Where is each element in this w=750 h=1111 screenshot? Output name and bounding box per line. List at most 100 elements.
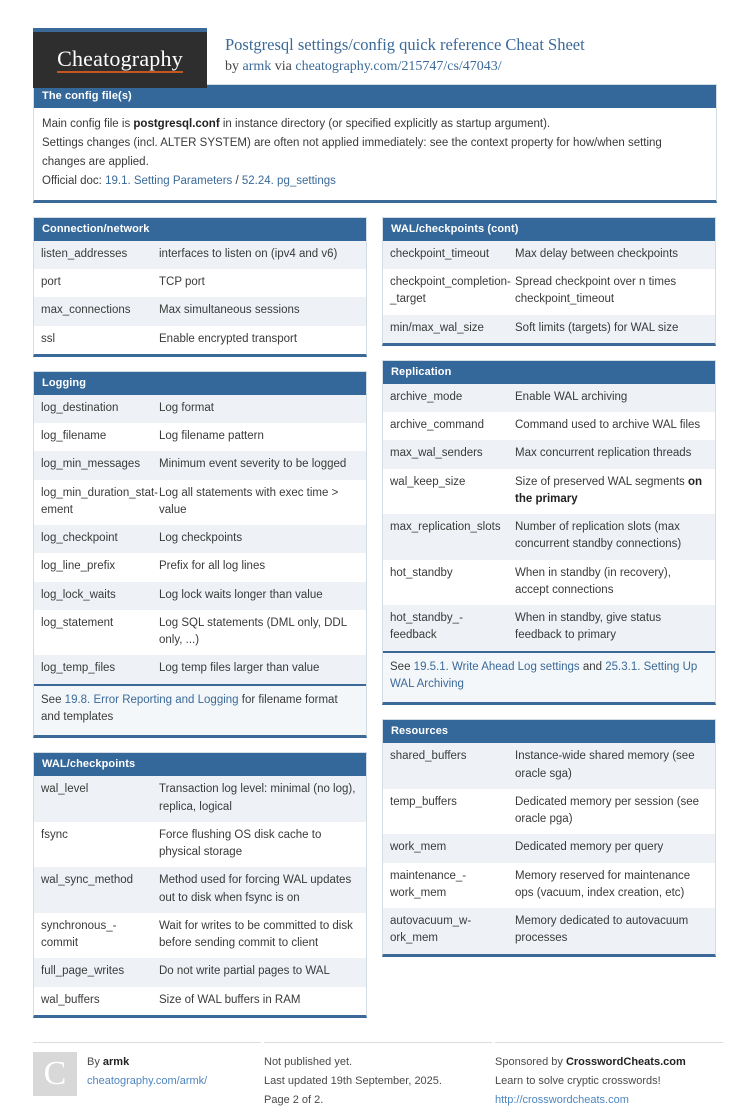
setting-name: shared_buffers bbox=[383, 743, 508, 789]
table-row: wal_buffers Size of WAL buffers in RAM bbox=[34, 986, 366, 1015]
table-row: log_temp_files Log temp files larger than… bbox=[34, 655, 366, 684]
byline-author[interactable]: armk bbox=[242, 58, 272, 74]
note-separator: and bbox=[579, 660, 606, 673]
setting-name: fsync bbox=[34, 821, 152, 868]
table-row: wal_sync_m­ethod Method used for forcing … bbox=[34, 867, 366, 913]
setting-name: archive_co­mmand bbox=[383, 412, 508, 441]
table-row: autovacuum_w­ork_mem Memory dedicated to … bbox=[383, 908, 715, 954]
doc-link-error-reporting[interactable]: 19.8. Error Reporting and Logging bbox=[64, 693, 239, 706]
setting-name: temp_buffers bbox=[383, 788, 508, 835]
doc-link-wal-archiving[interactable]: 25.3.1. Setting Up WAL Archiving bbox=[390, 660, 698, 691]
replication-note: See 19.5.1. Write Ahead Log settings and… bbox=[383, 650, 715, 703]
table-row: archive_co­mmand Command used to archive … bbox=[383, 412, 715, 441]
left-column: Connection/network listen_addresses inter… bbox=[33, 216, 367, 1032]
footer-author-profile-link[interactable]: cheatography.com/armk/ bbox=[87, 1075, 208, 1087]
source-url-link[interactable]: cheatography.com/215747/cs/47043/ bbox=[295, 58, 502, 74]
wal-checkpoints-cont-card: WAL/checkpoints (cont) checkpoint_timeou… bbox=[382, 216, 716, 346]
publish-status: Not published yet. bbox=[264, 1055, 353, 1068]
setting-desc: Max delay between checkpoints bbox=[508, 240, 715, 270]
wal-checkpoints-cont-heading: WAL/checkpoints (cont) bbox=[383, 217, 715, 241]
table-row: log_min_messages Minimum event severity t… bbox=[34, 451, 366, 480]
logging-heading: Logging bbox=[34, 371, 366, 395]
table-row: log_lock_waits Log lock waits longer than… bbox=[34, 581, 366, 610]
table-row: listen_addresses interfaces to listen on … bbox=[34, 240, 366, 270]
footer-author-name: armk bbox=[102, 1055, 130, 1068]
setting-desc: Transaction log level: minimal (no log),… bbox=[152, 776, 366, 822]
wal-checkpoints-table: wal_level Transaction log level: minimal … bbox=[34, 776, 366, 1015]
setting-name: log_min_duration_stat­ement bbox=[34, 479, 158, 526]
note-suffix: for filename format and templates bbox=[41, 693, 338, 724]
setting-desc: Max simultaneous sessions bbox=[152, 297, 366, 326]
note-prefix: See bbox=[41, 693, 65, 706]
config-line-1: Main config file is postgresql.conf in i… bbox=[42, 115, 708, 134]
setting-desc: Log temp files larger than value bbox=[152, 655, 366, 684]
setting-name: wal_level bbox=[34, 776, 152, 822]
config-file-name: postgresql.conf bbox=[133, 118, 220, 130]
desc-text: Number of replication slots (max concurr… bbox=[515, 521, 682, 551]
desc-text: Max concurrent replication threads bbox=[515, 447, 692, 460]
setting-desc: Spread checkpoint over n times checkpoi­… bbox=[508, 269, 715, 315]
sponsor-link-line: http://crosswordcheats.com bbox=[495, 1091, 686, 1110]
setting-name: log_line_prefix bbox=[34, 553, 152, 582]
setting-desc: Size of preserved WAL segments on the pr… bbox=[508, 468, 715, 515]
config-files-body: Main config file is postgresql.conf in i… bbox=[34, 108, 716, 200]
table-row: fsync Force flushing OS disk cache to phy… bbox=[34, 821, 366, 868]
title-block: Postgresql settings/config quick referen… bbox=[207, 28, 585, 77]
config-line-3: Official doc: 19.1. Setting Parameters /… bbox=[42, 172, 708, 191]
doc-link-pg-settings[interactable]: 52.24. pg_settings bbox=[241, 174, 336, 187]
setting-desc: Max concurrent replication threads bbox=[508, 440, 715, 469]
setting-name: max_connections bbox=[34, 297, 152, 326]
desc-text: Command used to archive WAL files bbox=[515, 419, 701, 432]
table-row: full_page_­writes Do not write partial pa… bbox=[34, 958, 366, 987]
setting-desc: Log all statements with exec time > valu… bbox=[152, 479, 366, 526]
setting-desc: Dedicated memory per session (see oracle… bbox=[508, 788, 715, 835]
logging-card: Logging log_destination Log format log_fi… bbox=[33, 370, 367, 739]
byline: by armk via cheatography.com/215747/cs/4… bbox=[225, 58, 585, 77]
table-row: port TCP port bbox=[34, 269, 366, 298]
sponsor-link[interactable]: http://crosswordcheats.com bbox=[495, 1094, 629, 1107]
setting-name: log_filename bbox=[34, 423, 152, 452]
table-row: hot_standby_­feedback When in standby, gi… bbox=[383, 605, 715, 651]
page-number: Page 2 of 2. bbox=[264, 1094, 324, 1107]
desc-emphasis: on the primary bbox=[515, 475, 703, 505]
setting-desc: Dedicated memory per query bbox=[508, 834, 715, 863]
table-row: hot_standby When in standby (in recovery)… bbox=[383, 559, 715, 606]
connection-network-heading: Connection/network bbox=[34, 217, 366, 241]
setting-name: max_wal_se­nders bbox=[383, 440, 508, 469]
sponsor-line: Sponsored by CrosswordCheats.com bbox=[495, 1053, 686, 1072]
setting-name: hot_standby bbox=[383, 559, 508, 606]
table-row: checkpoint_completion­_target Spread chec… bbox=[383, 269, 715, 315]
setting-name: log_checkpoint bbox=[34, 525, 152, 554]
resources-card: Resources shared_buffers Instance-wide sh… bbox=[382, 719, 716, 957]
table-row: max_replicat­ion_slots Number of replicat… bbox=[383, 514, 715, 560]
setting-name: log_destination bbox=[34, 394, 152, 424]
setting-name: checkpoint_completion­_target bbox=[383, 269, 511, 315]
table-row: log_checkpoint Log checkpoints bbox=[34, 525, 366, 554]
setting-desc: Memory reserved for maintenance ops (vac… bbox=[508, 862, 715, 908]
connection-network-card: Connection/network listen_addresses inter… bbox=[33, 216, 367, 357]
config-files-heading: The config file(s) bbox=[34, 85, 716, 108]
doc-link-wal-settings[interactable]: 19.5.1. Write Ahead Log settings bbox=[413, 660, 580, 673]
setting-name: ssl bbox=[34, 325, 152, 354]
last-updated: Last updated 19th September, 2025. bbox=[264, 1075, 442, 1087]
desc-text: When in standby, give status feedback to… bbox=[515, 612, 662, 642]
replication-heading: Replication bbox=[383, 360, 715, 384]
table-row: work_mem Dedicated memory per query bbox=[383, 834, 715, 863]
setting-desc: Number of replication slots (max concurr… bbox=[508, 514, 715, 560]
setting-name: autovacuum_w­ork_mem bbox=[383, 908, 508, 954]
byline-prefix: by bbox=[225, 58, 243, 74]
logo-text: Cheatography bbox=[57, 47, 183, 74]
setting-name: wal_buffers bbox=[34, 986, 152, 1015]
setting-desc: TCP port bbox=[152, 269, 366, 298]
setting-desc: Log SQL statements (DML only, DDL only, … bbox=[152, 609, 366, 656]
doc-link-setting-parameters[interactable]: 19.1. Setting Parameters bbox=[105, 174, 233, 187]
resources-heading: Resources bbox=[383, 720, 715, 744]
config-files-card: The config file(s) Main config file is p… bbox=[33, 84, 717, 203]
logging-note: See 19.8. Error Reporting and Logging fo… bbox=[34, 683, 366, 736]
cheatography-logo[interactable]: Cheatography bbox=[33, 28, 207, 88]
page-title: Postgresql settings/config quick referen… bbox=[225, 35, 585, 54]
setting-name: max_replicat­ion_slots bbox=[383, 514, 508, 560]
desc-text: Enable WAL archiving bbox=[515, 390, 628, 403]
setting-desc: When in standby, give status feedback to… bbox=[508, 605, 715, 651]
footer-meta-column: Not published yet. Last updated 19th Sep… bbox=[264, 1041, 492, 1111]
